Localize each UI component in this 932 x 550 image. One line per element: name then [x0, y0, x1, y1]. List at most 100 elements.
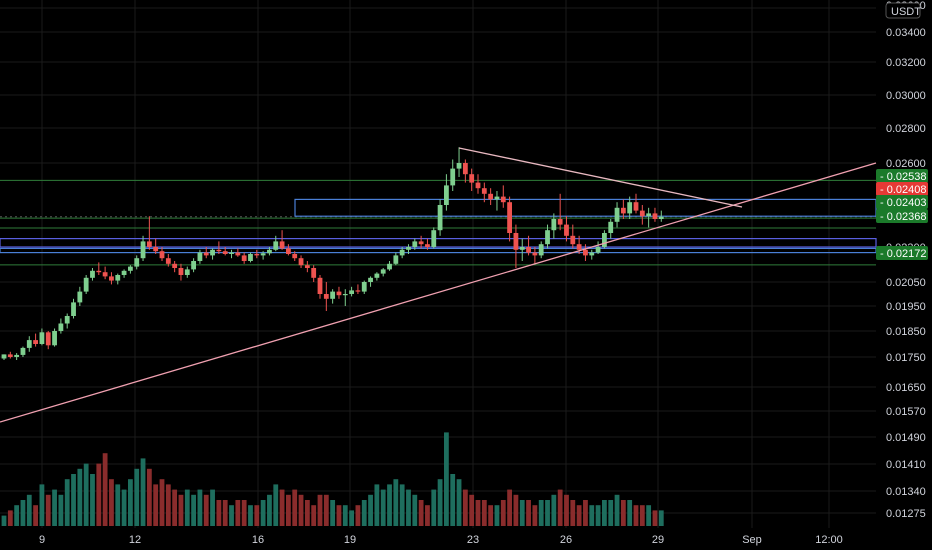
volume-bar — [235, 500, 241, 526]
volume-bar — [96, 463, 102, 526]
price-tick-label: 0.01850 — [886, 326, 926, 338]
candle-body — [475, 182, 481, 189]
volume-bar — [254, 505, 260, 526]
candle-body — [342, 294, 348, 296]
volume-bar — [83, 463, 89, 526]
candle-body — [216, 249, 222, 252]
candle-body — [197, 252, 203, 261]
volume-bar — [323, 494, 329, 526]
date-tick-label: 23 — [467, 534, 479, 546]
candle-body — [538, 244, 544, 256]
candle-body — [380, 269, 386, 274]
volume-bar — [64, 479, 70, 526]
price-tick-label: 0.01570 — [886, 406, 926, 418]
candle-body — [304, 265, 310, 268]
volume-bar — [646, 505, 652, 526]
price-tag-label: - 0.02408 — [880, 184, 926, 196]
price-tick-label: 0.03200 — [886, 57, 926, 69]
candle-body — [77, 291, 83, 303]
candle-body — [355, 290, 361, 292]
candle-body — [165, 258, 171, 264]
volume-bar — [140, 458, 146, 526]
price-tick-label: 0.01410 — [886, 459, 926, 471]
candle-body — [260, 253, 266, 256]
candle-body — [90, 270, 95, 278]
volume-bar — [216, 500, 222, 526]
candle-body — [633, 202, 639, 211]
candle-body — [273, 241, 279, 250]
volume-bar — [639, 505, 645, 526]
price-tag-label: - 0.02368 — [880, 211, 926, 223]
volume-bar — [109, 479, 114, 526]
volume-bar — [317, 494, 323, 526]
candle-body — [298, 258, 304, 266]
volume-bar — [342, 505, 348, 526]
volume-bar — [45, 494, 51, 526]
volume-bar — [532, 505, 538, 526]
candle-body — [494, 196, 500, 200]
candle-body — [639, 210, 645, 217]
volume-bar — [197, 489, 203, 526]
candle-body — [71, 302, 76, 316]
price-tag — [876, 246, 928, 260]
volume-bar — [614, 494, 620, 526]
volume-bar — [481, 500, 487, 526]
date-tick-label: 19 — [344, 534, 356, 546]
time-axis[interactable]: 9 12 16 19 23 26 29 Sep 12:00 — [39, 534, 843, 546]
price-tick-label: 0.01750 — [886, 352, 926, 364]
volume-bar — [500, 500, 506, 526]
price-tick-label: 0.01490 — [886, 432, 926, 444]
volume-bar — [33, 505, 38, 526]
candle-body — [64, 316, 70, 324]
candle-body — [368, 277, 373, 282]
volume-bar — [620, 500, 626, 526]
volume-bar — [184, 489, 190, 526]
candle-body — [602, 233, 607, 247]
volume-bar — [210, 489, 215, 526]
candle-body — [519, 247, 525, 250]
candle-body — [570, 235, 576, 245]
candle-body — [330, 291, 336, 299]
candle-body — [191, 261, 196, 270]
volume-bar — [134, 468, 140, 526]
candle-body — [159, 251, 165, 259]
volume-bar — [412, 494, 418, 526]
candle-body — [557, 219, 563, 225]
volume-bar — [658, 510, 664, 526]
date-tick-label: Sep — [742, 534, 762, 546]
candle-body — [39, 332, 45, 344]
candle-body — [456, 163, 462, 169]
resistance-trendline — [458, 147, 743, 208]
volume-bar — [229, 505, 234, 526]
volume-bar — [399, 484, 405, 526]
candle-body — [26, 340, 32, 348]
volume-bar — [652, 510, 658, 526]
volume-bar — [222, 500, 228, 526]
date-tick-label: 12 — [129, 534, 141, 546]
candle-body — [229, 252, 234, 254]
volume-bar — [431, 489, 437, 526]
volume-bar — [273, 484, 279, 526]
volume-bar — [519, 500, 525, 526]
candle-body — [317, 277, 323, 294]
volume-bar — [393, 479, 399, 526]
candle-body — [336, 291, 342, 296]
volume-bar — [488, 505, 494, 526]
volume-bar — [462, 489, 468, 526]
candle-body — [286, 248, 291, 254]
candle-body — [444, 185, 449, 205]
price-tag-label: - 0.02538 — [880, 171, 926, 183]
candle-body — [33, 340, 38, 344]
candle-body — [564, 224, 569, 236]
volume-bar — [538, 500, 544, 526]
candle-body — [431, 230, 437, 247]
candle-body — [323, 294, 329, 299]
date-tick-label: 12:00 — [815, 534, 843, 546]
volume-bar — [172, 489, 178, 526]
candle-body — [462, 163, 468, 175]
volume-bar — [165, 484, 171, 526]
volume-bar — [545, 500, 550, 526]
candle-body — [153, 247, 159, 252]
